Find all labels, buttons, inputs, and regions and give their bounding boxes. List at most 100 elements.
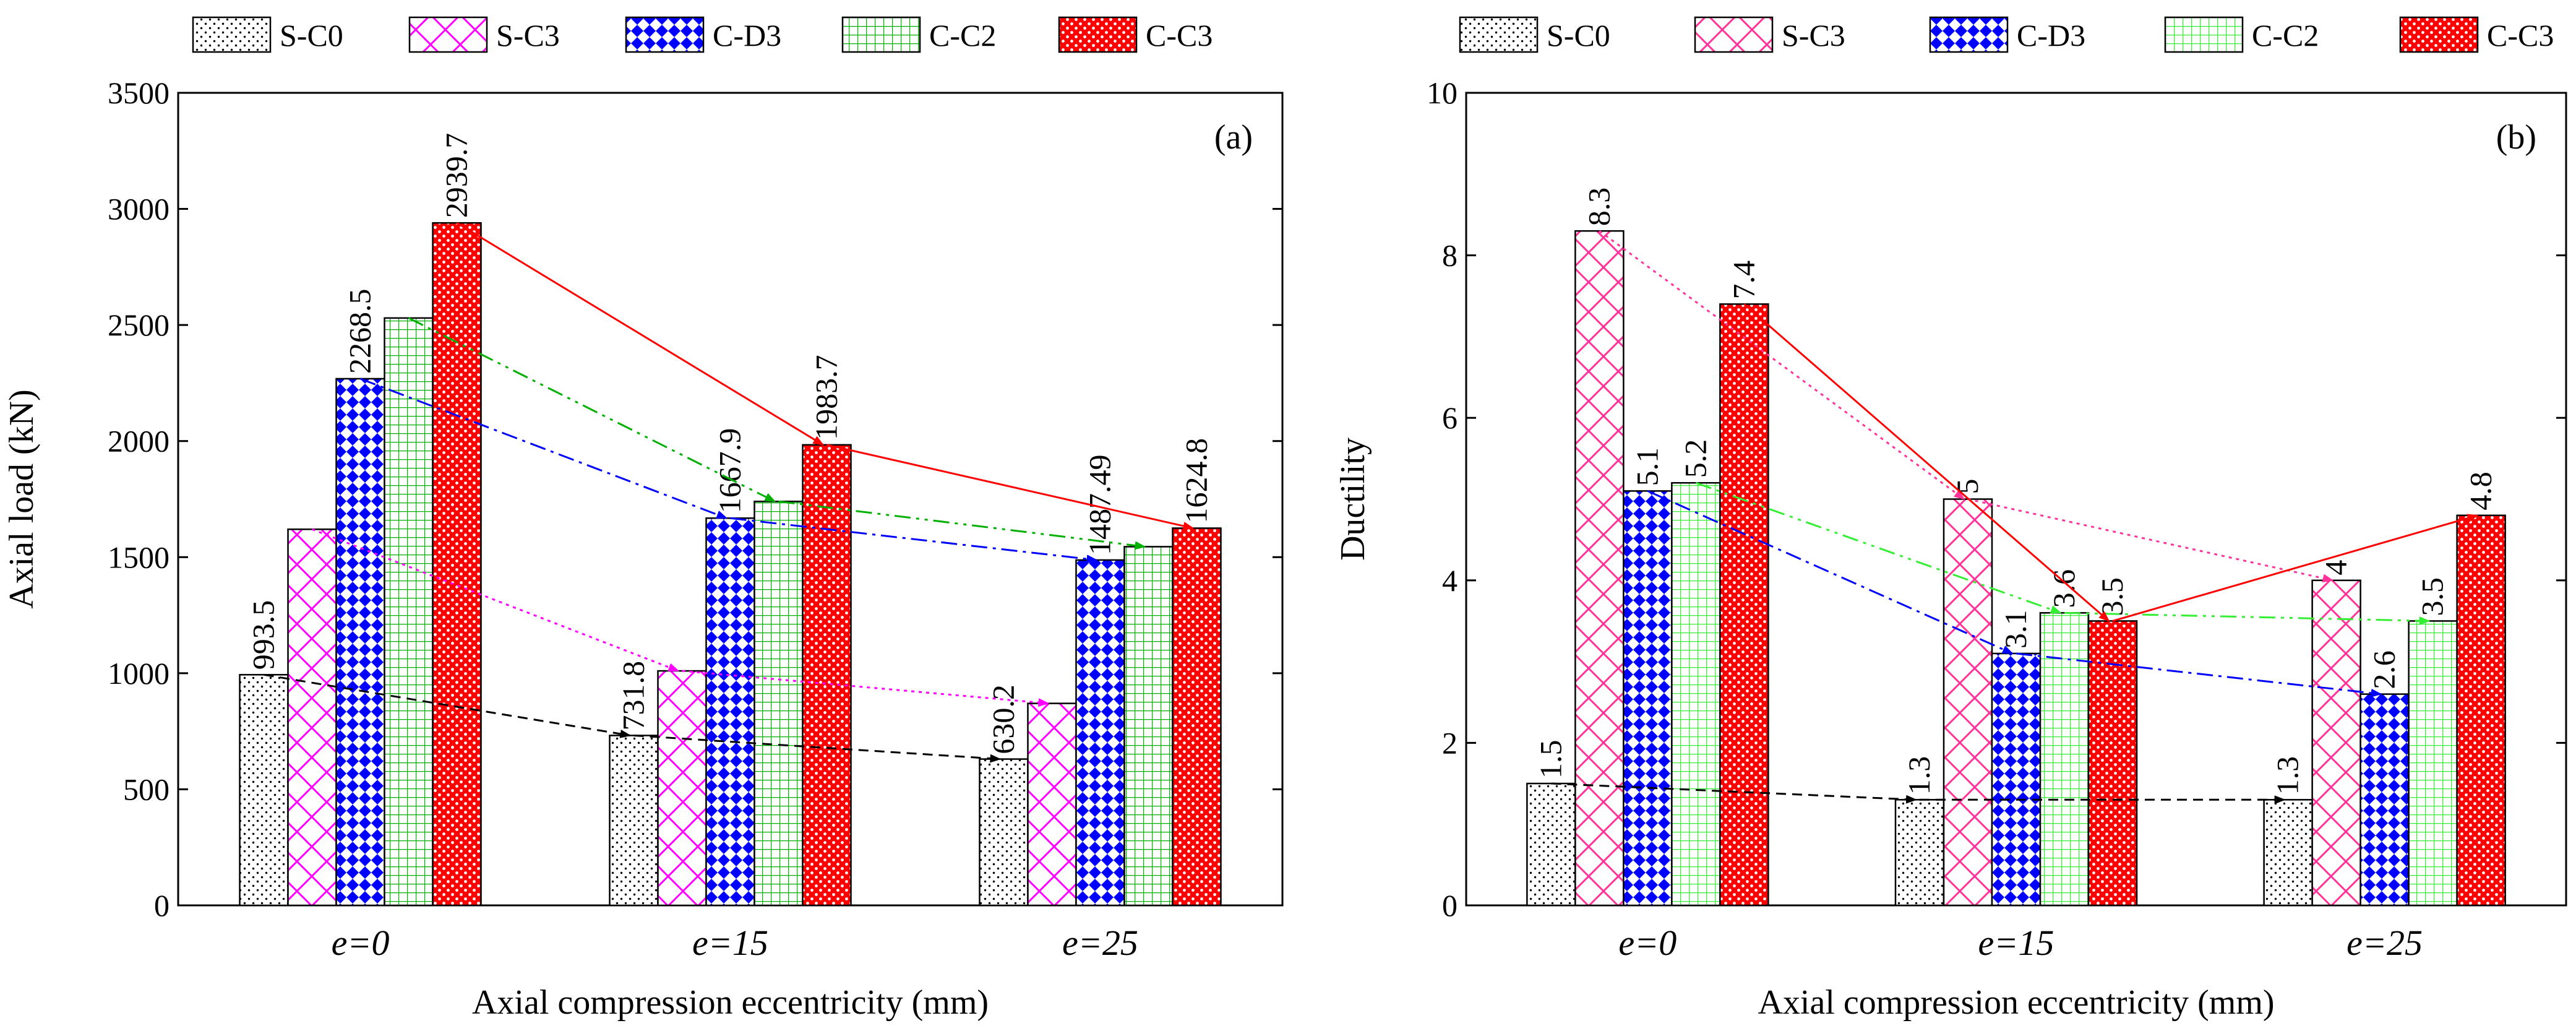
bar-s-c3-e-25 <box>2311 579 2361 907</box>
bar-c-d3-e-0 <box>335 377 385 907</box>
bar-s-c0-e-15 <box>1894 799 1945 907</box>
legend-swatch-c-d3 <box>625 16 705 53</box>
trend-line-c-c3 <box>826 444 1195 530</box>
legend-swatch-c-c3 <box>2399 16 2479 53</box>
bar-c-d3-e-25 <box>1075 559 1125 907</box>
bar-c-c2-e-25 <box>2408 620 2458 907</box>
data-label-c-d3-e-15: 1667.9 <box>713 428 747 514</box>
y-tick-label: 2 <box>1442 725 1458 760</box>
bar-s-c0-e-25 <box>2263 799 2313 907</box>
trend-line-c-c2 <box>408 317 776 503</box>
bar-c-d3-e-15 <box>705 517 755 907</box>
data-label-s-c0-e-25: 1.3 <box>2270 756 2305 795</box>
y-tick-label: 500 <box>123 772 170 806</box>
trend-line-c-d3 <box>730 517 1098 564</box>
data-label-s-c0-e-0: 1.5 <box>1533 740 1568 779</box>
x-category-label: e=15 <box>1978 923 2054 963</box>
bar-s-c3-e-0 <box>1574 230 1625 907</box>
trend-line-s-c3 <box>311 528 680 672</box>
y-tick-label: 8 <box>1442 238 1458 273</box>
panel-tag: (b) <box>2496 118 2536 157</box>
trend-line-s-c3 <box>682 670 1050 707</box>
data-label-s-c0-e-15: 1.3 <box>1902 756 1936 795</box>
trend-line-s-c0 <box>264 673 632 738</box>
legend-label-s-c3: S-C3 <box>1782 18 1845 53</box>
bar-s-c3-e-0 <box>287 528 337 907</box>
legend-label-c-c2: C-C2 <box>2252 18 2319 53</box>
x-category-label: e=15 <box>692 923 768 963</box>
bar-c-c2-e-25 <box>1123 546 1174 907</box>
trend-line-c-c2 <box>2064 611 2431 626</box>
data-label-c-d3-e-0: 5.1 <box>1629 447 1664 486</box>
trend-line-c-d3 <box>2016 652 2382 697</box>
y-tick-label: 0 <box>154 888 170 923</box>
trend-line-s-c3 <box>1599 230 1965 500</box>
legend-swatch-s-c0 <box>1459 16 1539 53</box>
data-label-c-c3-e-0: 2939.7 <box>439 133 474 218</box>
x-category-label: e=0 <box>1618 923 1677 963</box>
legend-swatch-s-c3 <box>1694 16 1774 53</box>
legend-label-s-c0: S-C0 <box>280 18 343 53</box>
legend-swatch-s-c0 <box>192 16 272 53</box>
data-label-s-c3-e-25: 4 <box>2319 560 2353 576</box>
trend-line-c-c3 <box>1743 303 2110 622</box>
data-label-s-c0-e-15: 731.8 <box>616 661 651 731</box>
y-tick-label: 4 <box>1442 563 1458 598</box>
data-label-c-c3-e-25: 4.8 <box>2463 472 2498 511</box>
legend-label-s-c0: S-C0 <box>1547 18 1610 53</box>
bar-c-c2-e-0 <box>1671 481 1721 907</box>
bar-c-c3-e-0 <box>1719 303 1769 907</box>
data-label-c-c3-e-15: 3.5 <box>2095 577 2129 616</box>
x-axis-title: Axial compression eccentricity (mm) <box>472 983 989 1022</box>
bar-s-c3-e-15 <box>1943 498 1993 907</box>
bar-c-c2-e-15 <box>753 501 804 907</box>
bar-s-c3-e-15 <box>657 670 707 907</box>
legend-label-c-c2: C-C2 <box>929 18 996 53</box>
legend-label-c-c3: C-C3 <box>2487 18 2554 53</box>
y-axis-title: Axial load (kN) <box>2 389 41 609</box>
legend-swatch-c-c3 <box>1058 16 1138 53</box>
bar-s-c0-e-0 <box>239 674 289 907</box>
bar-c-d3-e-0 <box>1623 490 1673 907</box>
trend-line-c-c3 <box>456 222 825 446</box>
y-tick-label: 3500 <box>108 75 170 110</box>
panel-a-chart: 0 500 1000 1500 2000 2500 3000 3500 Axial load (… <box>2 16 1284 1022</box>
x-category-label: e=25 <box>2346 923 2423 963</box>
legend-label-c-d3: C-D3 <box>2017 18 2085 53</box>
data-label-s-c3-e-0: 8.3 <box>1581 188 1616 226</box>
x-category-label: e=0 <box>332 923 390 963</box>
data-label-c-d3-e-0: 2268.5 <box>343 288 377 374</box>
bar-c-c3-e-25 <box>1172 527 1222 907</box>
y-tick-label: 10 <box>1427 75 1458 110</box>
bar-c-d3-e-15 <box>1991 652 2041 907</box>
legend-swatch-c-c2 <box>2164 16 2244 53</box>
data-label-c-c2-e-25: 3.5 <box>2415 577 2450 616</box>
x-category-label: e=25 <box>1062 923 1138 963</box>
trend-line-s-c3 <box>1967 498 2334 583</box>
bar-s-c3-e-25 <box>1027 702 1077 907</box>
legend-swatch-s-c3 <box>408 16 488 53</box>
legend-label-c-d3: C-D3 <box>713 18 781 53</box>
data-label-c-c2-e-0: 5.2 <box>1678 439 1712 478</box>
y-tick-label: 1000 <box>108 656 170 691</box>
bar-c-c2-e-0 <box>384 317 434 907</box>
bar-s-c0-e-0 <box>1526 782 1576 907</box>
data-label-c-c2-e-15: 3.6 <box>2046 569 2081 608</box>
bar-c-d3-e-25 <box>2359 693 2410 907</box>
trend-line-c-d3 <box>359 377 728 519</box>
y-tick-label: 6 <box>1442 400 1458 435</box>
data-label-c-d3-e-25: 2.6 <box>2367 650 2402 689</box>
y-tick-label: 1500 <box>108 540 170 574</box>
bar-c-c3-e-15 <box>2087 620 2138 907</box>
panel-b-chart: 0 2 4 6 8 10 Ductility Axial compression eccent… <box>1334 16 2567 1022</box>
data-label-c-c3-e-15: 1983.7 <box>809 355 844 440</box>
trend-line-s-c0 <box>1551 782 1917 804</box>
trend-line-c-c2 <box>1695 481 2062 614</box>
panel-tag: (a) <box>1214 118 1253 157</box>
bar-c-c3-e-0 <box>432 222 482 907</box>
data-label-s-c0-e-0: 993.5 <box>246 600 281 670</box>
y-tick-label: 2000 <box>108 424 170 459</box>
bar-c-c3-e-15 <box>802 444 852 907</box>
y-tick-label: 3000 <box>108 192 170 226</box>
